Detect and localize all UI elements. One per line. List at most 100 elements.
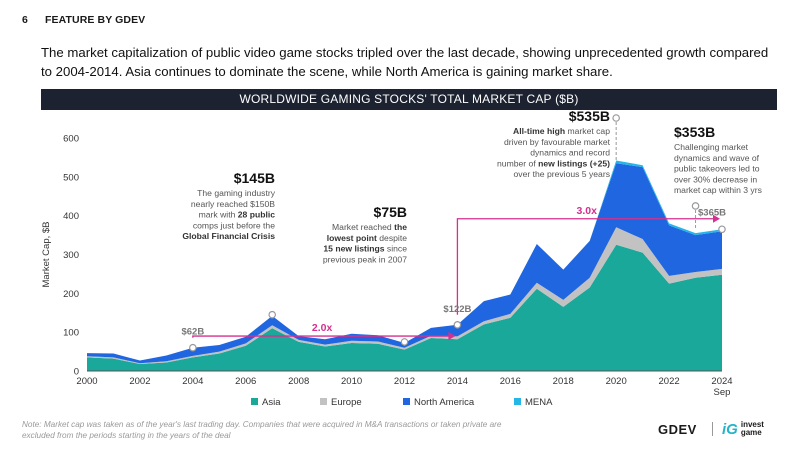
annotation-segment: previous peak in 2007 xyxy=(323,254,407,264)
x-tick-label-2004: 2004 xyxy=(182,376,203,387)
annotation-line-2020-5: over the previous 5 years xyxy=(514,169,611,179)
investgame-logo-line1: invest xyxy=(740,420,764,429)
annotation-segment: The gaming industry xyxy=(197,188,276,198)
annotation-segment: public takeovers led to xyxy=(674,164,760,174)
annotation-segment: lowest point xyxy=(327,233,377,243)
marker-dot-2024 xyxy=(718,225,726,234)
gdev-logo-text: GDEV xyxy=(658,421,697,437)
x-tick-label-2000: 2000 xyxy=(76,376,97,387)
x-tick-label-2018: 2018 xyxy=(553,376,574,387)
x-tick-label-2006: 2006 xyxy=(235,376,256,387)
y-tick-label-500: 500 xyxy=(63,172,79,183)
investgame-logo-mark: iG xyxy=(722,420,738,438)
annotation-dot-2020 xyxy=(612,114,620,122)
legend-swatch-europe xyxy=(320,398,327,405)
annotation-segment: mark with xyxy=(199,210,238,220)
y-tick-label-300: 300 xyxy=(63,250,79,261)
annotation-segment: comps just before the xyxy=(193,220,275,230)
annotation-segment: 28 public xyxy=(238,210,275,220)
x-tick-label-2016: 2016 xyxy=(500,376,521,387)
y-tick-label-100: 100 xyxy=(63,328,79,339)
marker-label-2024: $365B xyxy=(698,207,726,218)
marker-dot-2014 xyxy=(453,320,462,329)
investgame-logo-text: invest game xyxy=(741,421,764,437)
x-tick-label-2014: 2014 xyxy=(447,376,468,387)
legend-label-asia: Asia xyxy=(262,397,281,408)
annotation-segment: despite xyxy=(377,233,407,243)
x-tick-label-2020: 2020 xyxy=(606,376,627,387)
annotation-line-2007-3: mark with 28 public xyxy=(199,210,276,220)
annotation-segment: driven by favourable market xyxy=(504,137,611,147)
growth-arrow-line-2 xyxy=(456,218,714,315)
growth-label-2: 3.0x xyxy=(576,205,597,217)
annotation-segment: 15 new listings xyxy=(323,244,384,254)
area-north-america xyxy=(87,163,722,364)
legend-label-europe: Europe xyxy=(331,397,362,408)
annotation-line-2023-2: dynamics and wave of xyxy=(674,153,760,163)
growth-label-1: 2.0x xyxy=(312,322,333,334)
legend-label-north-america: North America xyxy=(414,397,475,408)
annotation-line-2023-5: market cap within 3 yrs xyxy=(674,185,762,195)
x-tick-label-2002: 2002 xyxy=(129,376,150,387)
growth-arrow-head-1 xyxy=(448,332,456,341)
annotation-line-2007-1: The gaming industry xyxy=(197,188,276,198)
annotation-segment: nearly reached $150B xyxy=(191,199,275,209)
annotation-dot-2012 xyxy=(400,338,409,346)
annotation-segment: dynamics and record xyxy=(530,148,610,158)
annotation-segment: market cap xyxy=(565,126,610,136)
section-title: FEATURE BY GDEV xyxy=(44,14,146,26)
x-tick-label-2008: 2008 xyxy=(288,376,309,387)
marker-label-2004: $62B xyxy=(181,327,204,338)
growth-arrow-line-1 xyxy=(192,335,450,338)
annotation-line-2007-5: Global Financial Crisis xyxy=(182,231,275,241)
annotation-line-2012-1: Market reached the xyxy=(332,222,407,232)
annotation-line-2023-4: over 30% decrease in xyxy=(674,174,757,184)
annotation-segment: Challenging market xyxy=(674,142,749,152)
annotation-line-2020-1: All-time high market cap xyxy=(513,126,610,136)
annotation-segment: All-time high xyxy=(513,126,565,136)
annotation-line-2007-4: comps just before the xyxy=(193,220,275,230)
annotation-segment: number of xyxy=(497,158,538,168)
annotation-line-2012-2: lowest point despite xyxy=(327,233,407,243)
annotation-line-2020-3: dynamics and record xyxy=(530,148,610,158)
legend-swatch-asia xyxy=(251,398,258,405)
annotation-headline-2012: $75B xyxy=(374,204,407,220)
investgame-logo-line2: game xyxy=(740,428,762,437)
marker-label-2014: $122B xyxy=(443,304,471,315)
annotation-segment: market cap within 3 yrs xyxy=(674,185,762,195)
annotation-segment: Global Financial Crisis xyxy=(182,231,275,241)
x-tick-label-2010: 2010 xyxy=(341,376,362,387)
x-tick-label-2024: 2024 xyxy=(711,376,732,387)
annotation-line-2012-3: 15 new listings since xyxy=(323,244,407,254)
x-tick-label-sep: Sep xyxy=(714,387,731,398)
annotation-segment: new listings (+25) xyxy=(538,158,610,168)
legend-swatch-mena xyxy=(514,398,521,405)
annotation-dot-2007 xyxy=(268,310,277,319)
y-tick-label-600: 600 xyxy=(63,134,79,145)
legend-swatch-north-america xyxy=(403,398,410,405)
legend-label-mena: MENA xyxy=(525,397,553,408)
annotation-segment: over 30% decrease in xyxy=(674,174,757,184)
marker-dot-2004 xyxy=(189,343,197,352)
y-axis-label: Market Cap, $B xyxy=(41,222,52,288)
chart-title: WORLDWIDE GAMING STOCKS' TOTAL MARKET CA… xyxy=(41,89,777,110)
annotation-segment: over the previous 5 years xyxy=(514,169,611,179)
annotation-line-2012-4: previous peak in 2007 xyxy=(323,254,407,264)
annotation-segment: since xyxy=(385,244,408,254)
market-cap-chart: Market Cap, $B 0 100 200 300 400 500 600 2000 200… xyxy=(41,110,762,408)
annotation-headline-2007: $145B xyxy=(234,170,275,186)
y-tick-label-400: 400 xyxy=(63,211,79,222)
annotation-dot-2023 xyxy=(691,202,700,210)
logo-divider xyxy=(712,422,713,436)
annotation-segment: the xyxy=(394,222,407,232)
annotation-line-2023-1: Challenging market xyxy=(674,142,749,152)
y-tick-label-200: 200 xyxy=(63,289,79,300)
page-number: 6 xyxy=(22,14,28,26)
x-tick-label-2022: 2022 xyxy=(659,376,680,387)
annotation-line-2020-2: driven by favourable market xyxy=(504,137,611,147)
annotation-line-2020-4: number of new listings (+25) xyxy=(497,158,610,168)
page-header: 6 FEATURE BY GDEV xyxy=(22,14,145,26)
annotation-segment: dynamics and wave of xyxy=(674,153,760,163)
footnote: Note: Market cap was taken as of the yea… xyxy=(22,420,502,440)
annotation-line-2023-3: public takeovers led to xyxy=(674,164,760,174)
